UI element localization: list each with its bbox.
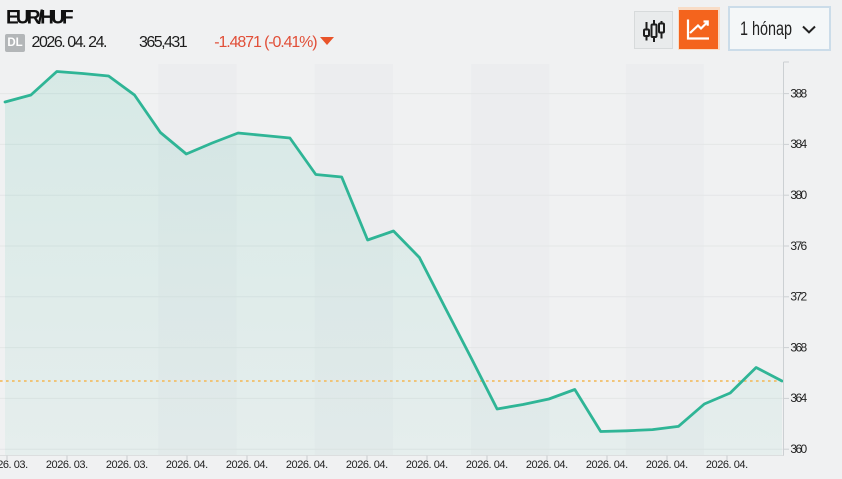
svg-text:2026. 03.: 2026. 03. — [46, 459, 88, 471]
svg-text:2026. 04.: 2026. 04. — [226, 459, 268, 471]
svg-text:2026. 04.: 2026. 04. — [286, 459, 328, 471]
svg-text:2026. 04.: 2026. 04. — [346, 459, 388, 471]
svg-text:2026. 04.: 2026. 04. — [166, 459, 208, 471]
svg-text:2026. 04.: 2026. 04. — [406, 459, 448, 471]
svg-text:2026. 03.: 2026. 03. — [0, 459, 28, 471]
svg-text:380: 380 — [790, 188, 807, 202]
svg-text:2026. 04.: 2026. 04. — [466, 459, 508, 471]
svg-text:360: 360 — [790, 442, 807, 456]
svg-text:384: 384 — [790, 137, 807, 151]
svg-text:2026. 03.: 2026. 03. — [106, 459, 148, 471]
svg-text:2026. 04.: 2026. 04. — [586, 459, 628, 471]
svg-text:-1.4871 (-0.41%): -1.4871 (-0.41%) — [214, 34, 317, 51]
svg-text:372: 372 — [790, 290, 807, 304]
svg-text:2026. 04.: 2026. 04. — [706, 459, 748, 471]
svg-text:2026. 04. 24.: 2026. 04. 24. — [32, 34, 108, 51]
svg-text:EUR/HUF: EUR/HUF — [6, 7, 74, 28]
svg-text:1 hónap: 1 hónap — [740, 19, 792, 40]
svg-text:368: 368 — [790, 340, 807, 354]
svg-text:364: 364 — [790, 391, 807, 405]
svg-text:2026. 04.: 2026. 04. — [526, 459, 568, 471]
svg-text:388: 388 — [790, 86, 807, 100]
svg-text:365,431: 365,431 — [139, 34, 188, 51]
svg-text:376: 376 — [790, 239, 807, 253]
svg-text:2026. 04.: 2026. 04. — [646, 459, 688, 471]
